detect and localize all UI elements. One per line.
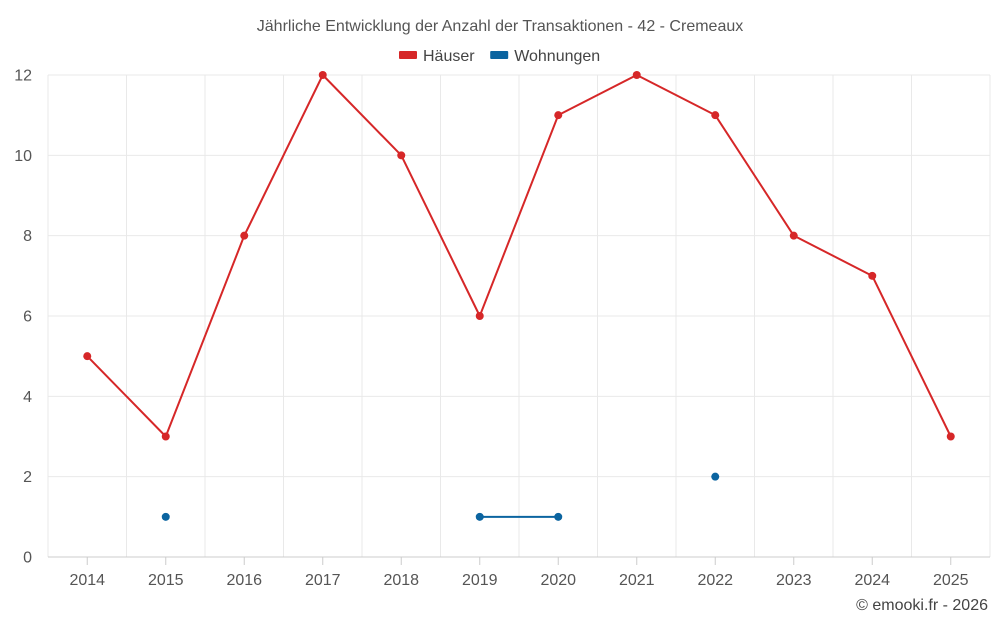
x-axis-ticks: 2014 2015 2016 2017 2018 2019 2020 2021 2022 2023… xyxy=(69,557,969,589)
y-tick-label: 2 xyxy=(23,469,32,486)
legend-label: Häuser xyxy=(423,48,475,65)
legend-item[interactable]: Häuser xyxy=(399,48,475,65)
y-tick-label: 0 xyxy=(23,550,32,567)
legend-item[interactable]: Wohnungen xyxy=(490,48,600,65)
x-tick-label: 2025 xyxy=(933,572,969,589)
x-tick-label: 2014 xyxy=(69,572,105,589)
series-2[interactable] xyxy=(161,472,720,521)
x-tick-label: 2016 xyxy=(226,572,262,589)
legend-swatch xyxy=(399,51,417,59)
data-point[interactable] xyxy=(868,271,877,280)
data-point[interactable] xyxy=(711,472,720,481)
data-point[interactable] xyxy=(554,512,563,521)
data-point[interactable] xyxy=(475,512,484,521)
data-point[interactable] xyxy=(318,71,327,79)
y-axis-ticks: 0 2 4 6 8 10 12 xyxy=(14,68,32,567)
y-tick-label: 10 xyxy=(14,148,32,165)
series-group[interactable] xyxy=(83,71,955,521)
chart-title: Jährliche Entwicklung der Anzahl der Tra… xyxy=(257,18,743,35)
data-point[interactable] xyxy=(397,151,406,160)
legend[interactable]: Häuser Wohnungen xyxy=(399,48,600,65)
data-point[interactable] xyxy=(632,71,641,79)
data-point[interactable] xyxy=(161,512,170,521)
data-point[interactable] xyxy=(711,111,720,120)
series-1[interactable] xyxy=(83,71,955,441)
x-tick-label: 2018 xyxy=(383,572,419,589)
y-tick-label: 6 xyxy=(23,309,32,326)
x-tick-label: 2019 xyxy=(462,572,498,589)
x-tick-label: 2015 xyxy=(148,572,184,589)
data-point[interactable] xyxy=(554,111,563,120)
data-point[interactable] xyxy=(789,231,798,240)
y-tick-label: 12 xyxy=(14,68,32,85)
series-line xyxy=(86,74,952,438)
data-point[interactable] xyxy=(946,432,955,441)
data-point[interactable] xyxy=(161,432,170,441)
x-tick-label: 2021 xyxy=(619,572,655,589)
x-tick-label: 2020 xyxy=(540,572,576,589)
data-point[interactable] xyxy=(83,352,92,361)
x-tick-label: 2023 xyxy=(776,572,812,589)
data-point[interactable] xyxy=(475,312,484,320)
x-tick-label: 2017 xyxy=(305,572,341,589)
x-tick-label: 2024 xyxy=(854,572,890,589)
legend-swatch xyxy=(490,51,509,59)
grid-lines xyxy=(47,74,991,558)
legend-label: Wohnungen xyxy=(514,48,600,65)
y-tick-label: 8 xyxy=(23,228,32,245)
x-tick-label: 2022 xyxy=(697,572,733,589)
data-point[interactable] xyxy=(240,231,249,240)
y-tick-label: 4 xyxy=(23,389,32,406)
credit-text: © emooki.fr - 2026 xyxy=(856,597,988,614)
